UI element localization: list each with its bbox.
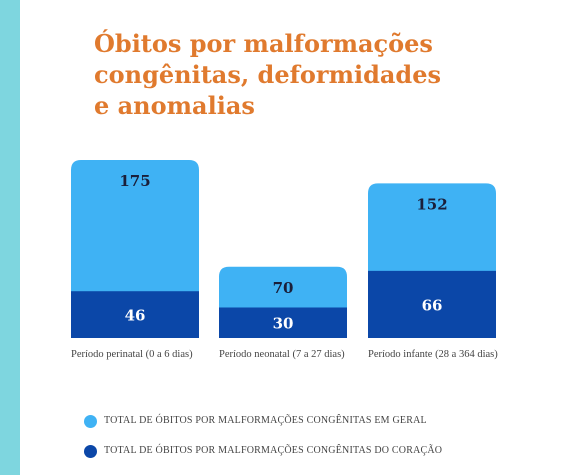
category-label-infante: Período infante (28 a 364 dias) [368,349,498,360]
bar-coracao-perinatal [71,291,199,338]
title-line-3: e anomalias [94,91,255,120]
left-accent-band [0,0,20,475]
bar-coracao-infante [368,270,496,338]
value-label-geral-neonatal: 70 [273,279,294,297]
value-label-coracao-neonatal: 30 [273,315,294,333]
title-line-1: Óbitos por malformações [94,29,433,58]
category-label-neonatal: Período neonatal (7 a 27 dias) [219,349,345,360]
chart-title: Óbitos por malformações congênitas, defo… [94,28,474,121]
bar-coracao-neonatal [219,307,347,338]
value-label-coracao-infante: 66 [422,296,443,314]
bar-chart: 175 46 Período perinatal (0 a 6 dias) 70 30 P… [71,160,498,360]
legend-label-coracao: TOTAL DE ÓBITOS POR MALFORMAÇÕES CONGÊNI… [104,445,443,456]
value-label-geral-infante: 152 [416,195,447,213]
title-line-2: congênitas, deformidades [94,60,441,89]
legend-label-geral: TOTAL DE ÓBITOS POR MALFORMAÇÕES CONGÊNI… [104,415,427,426]
value-label-geral-perinatal: 175 [119,172,150,190]
legend-swatch-coracao [84,445,97,458]
category-label-perinatal: Período perinatal (0 a 6 dias) [71,349,193,360]
value-label-coracao-perinatal: 46 [125,307,146,325]
legend-swatch-geral [84,415,97,428]
